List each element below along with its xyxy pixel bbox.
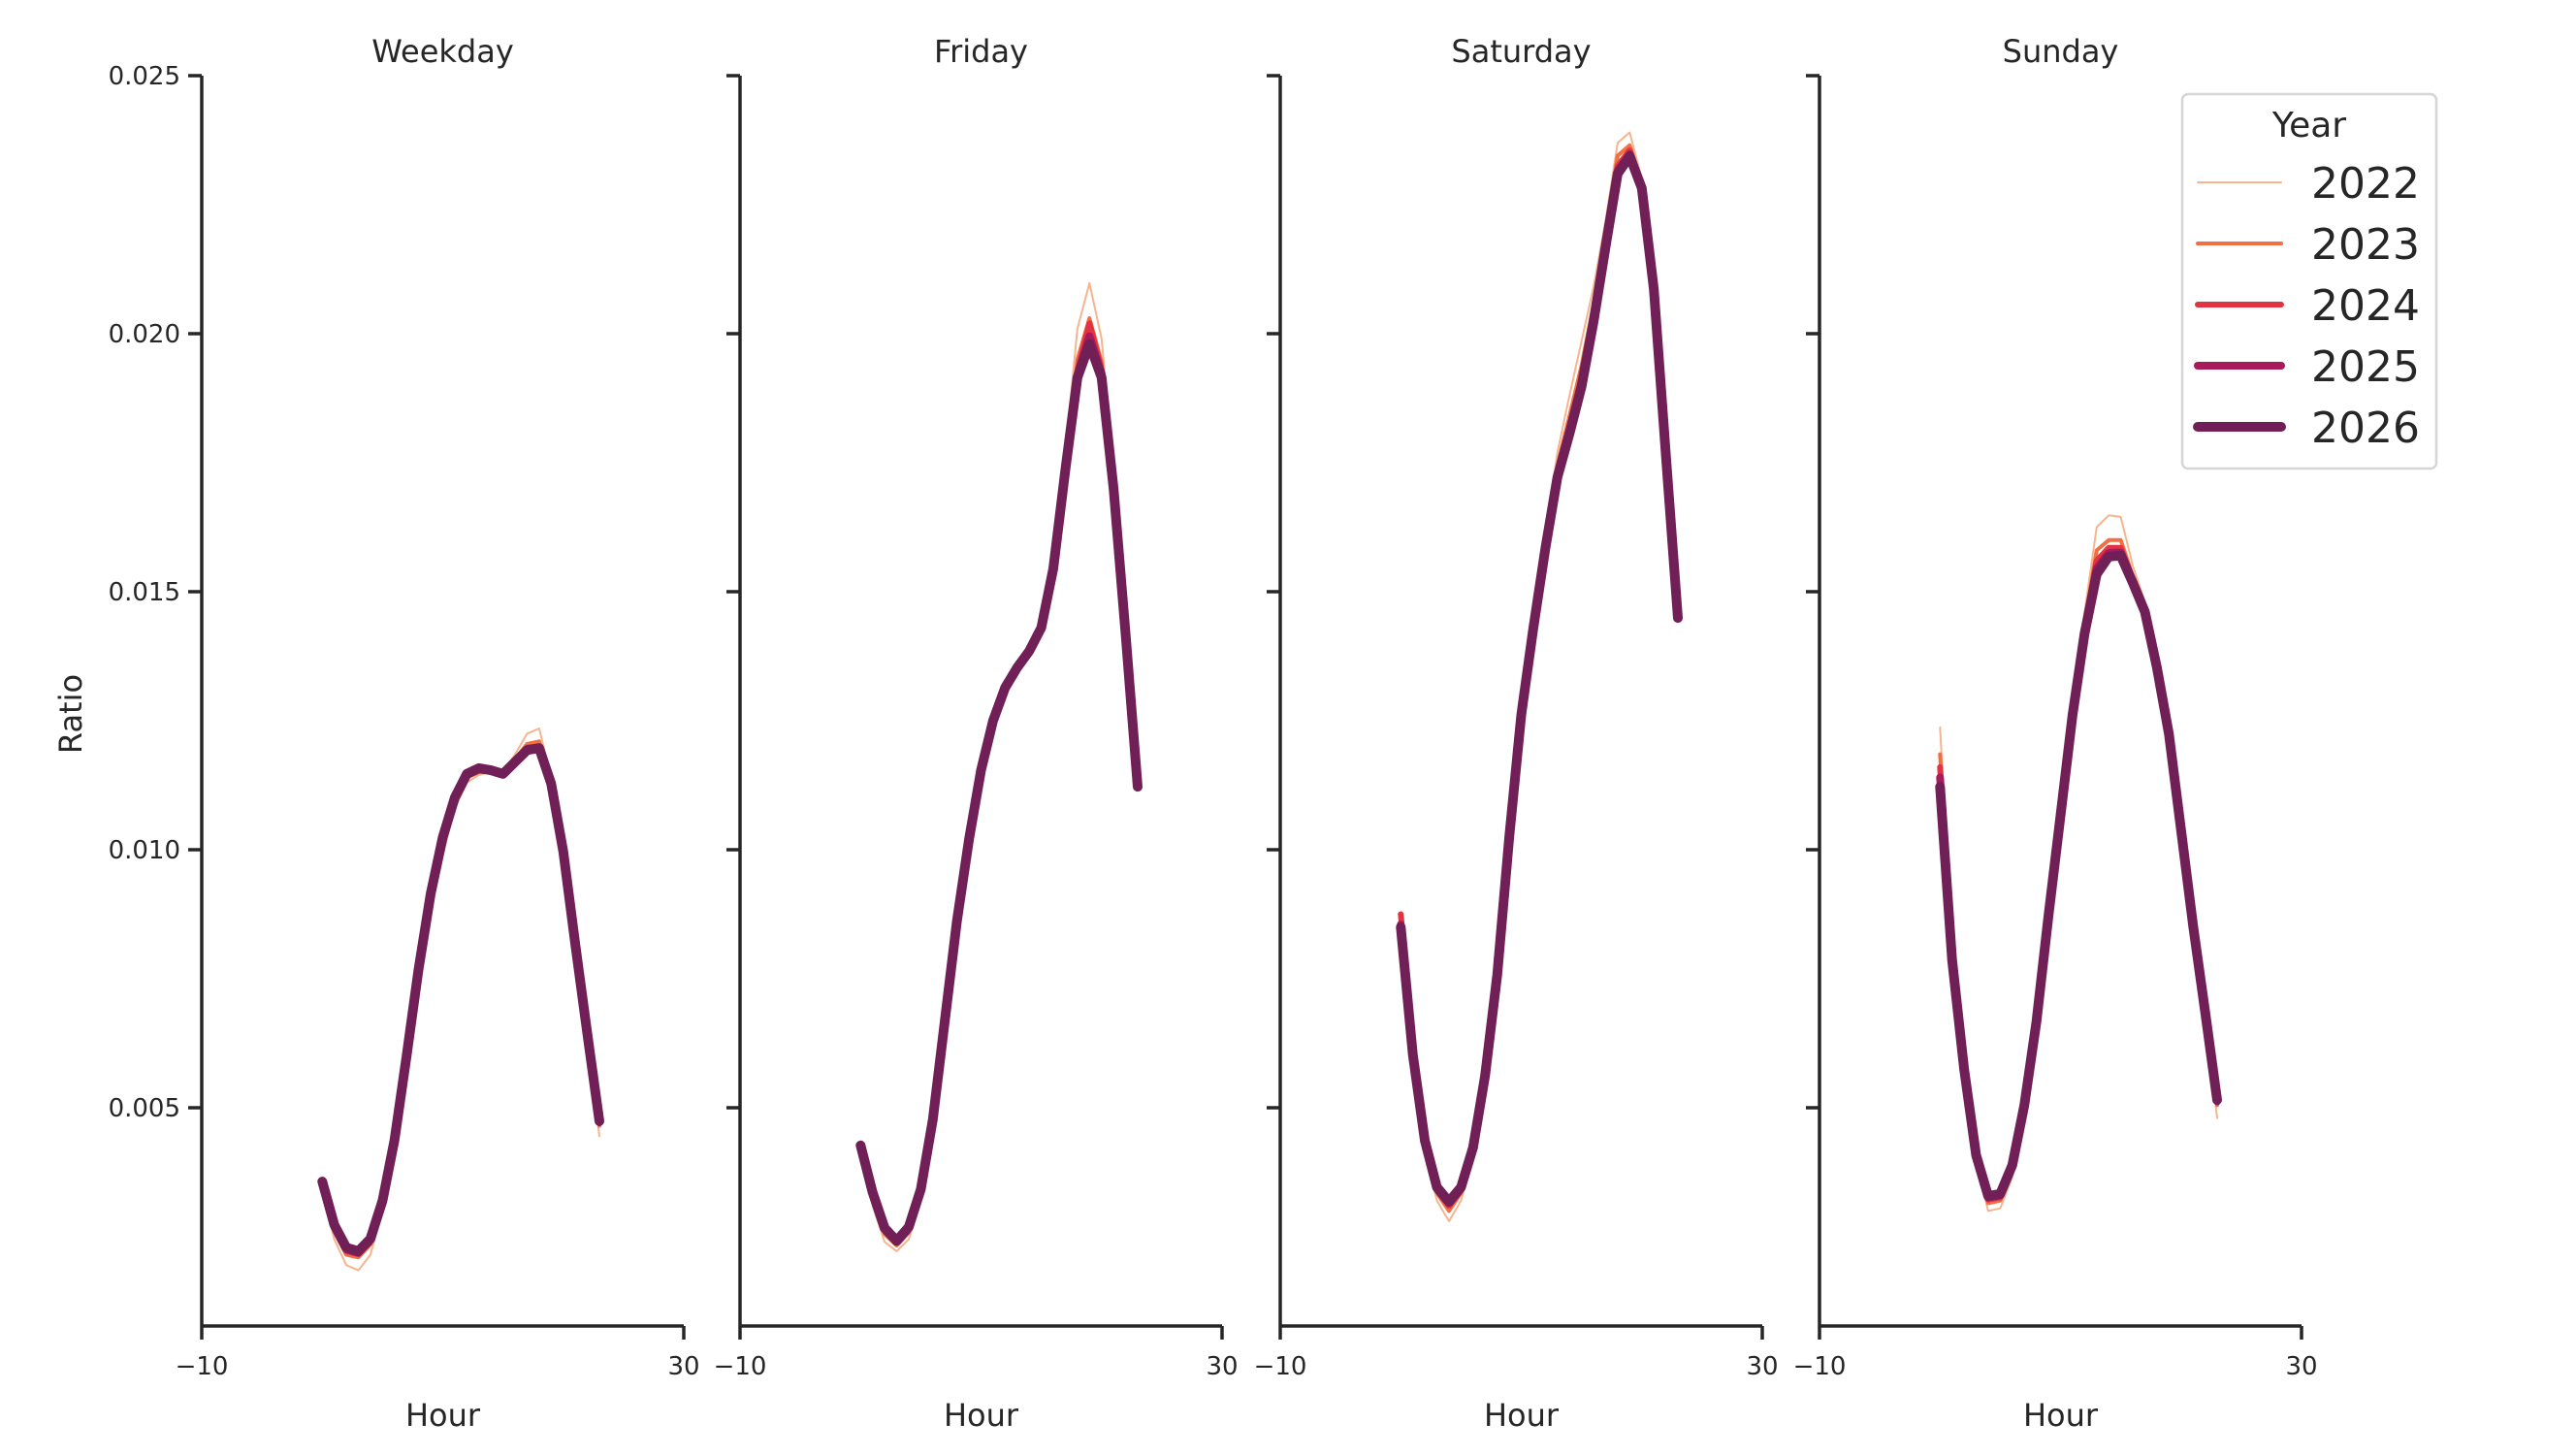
- x-axis-label: Hour: [2023, 1397, 2099, 1434]
- panel-title: Weekday: [371, 33, 514, 70]
- series-line-2024: [857, 320, 1141, 1246]
- legend-label-2022: 2022: [2311, 159, 2420, 209]
- legend-title: Year: [2271, 106, 2346, 146]
- x-tick-label: 30: [2285, 1352, 2317, 1381]
- panel-title: Sunday: [2003, 33, 2119, 70]
- x-tick-label: 30: [1746, 1352, 1778, 1381]
- panel-sunday: −10 30 Hour Sunday: [1793, 33, 2318, 1434]
- x-tick-label: −10: [714, 1352, 767, 1381]
- series-line-2023: [1938, 537, 2219, 1206]
- legend-label-2023: 2023: [2311, 220, 2420, 270]
- y-tick-label: 0.005: [109, 1094, 180, 1123]
- series-line-2026: [1935, 550, 2222, 1201]
- y-tick-label: 0.010: [109, 836, 180, 865]
- x-tick-label: 30: [1206, 1352, 1238, 1381]
- y-axis-label: Ratio: [52, 674, 89, 754]
- chart-panels: 0.005 0.010 0.015 0.020 0.025 −10 30 Hour Weekda…: [109, 33, 2318, 1434]
- series-line-2026: [1396, 151, 1683, 1207]
- series-line-2024: [1398, 147, 1681, 1210]
- legend-frame: [2180, 92, 2438, 470]
- x-tick-label: −10: [176, 1352, 229, 1381]
- panel-friday: −10 30 Hour Friday: [714, 33, 1239, 1434]
- x-tick-label: −10: [1793, 1352, 1847, 1381]
- series-line-2022: [859, 281, 1139, 1252]
- y-tick-label: 0.025: [109, 62, 180, 91]
- legend-label-2025: 2025: [2311, 342, 2420, 392]
- panel-weekday: 0.005 0.010 0.015 0.020 0.025 −10 30 Hour Weekda…: [109, 33, 700, 1434]
- x-tick-label: −10: [1254, 1352, 1307, 1381]
- panel-title: Saturday: [1451, 33, 1591, 70]
- x-axis-label: Hour: [1484, 1397, 1560, 1434]
- y-tick-label: 0.020: [109, 320, 180, 349]
- legend-label-2024: 2024: [2311, 281, 2420, 331]
- x-axis-label: Hour: [405, 1397, 481, 1434]
- legend: Year 2022 2023 2024 2025 2026: [2180, 92, 2438, 470]
- panel-saturday: −10 30 Hour Saturday: [1254, 33, 1779, 1434]
- series-line-2023: [858, 316, 1140, 1247]
- y-tick-label: 0.015: [109, 578, 180, 607]
- series-line-2026: [317, 743, 604, 1256]
- panel-title: Friday: [934, 33, 1028, 70]
- series-line-2022: [1939, 514, 2218, 1212]
- series-line-2022: [1400, 131, 1679, 1222]
- x-tick-label: 30: [667, 1352, 699, 1381]
- series-line-2023: [1399, 143, 1680, 1213]
- legend-label-2026: 2026: [2311, 404, 2420, 453]
- x-axis-label: Hour: [944, 1397, 1019, 1434]
- series-line-2025: [856, 332, 1142, 1246]
- series-line-2025: [1397, 149, 1682, 1208]
- series-line-2026: [855, 339, 1143, 1246]
